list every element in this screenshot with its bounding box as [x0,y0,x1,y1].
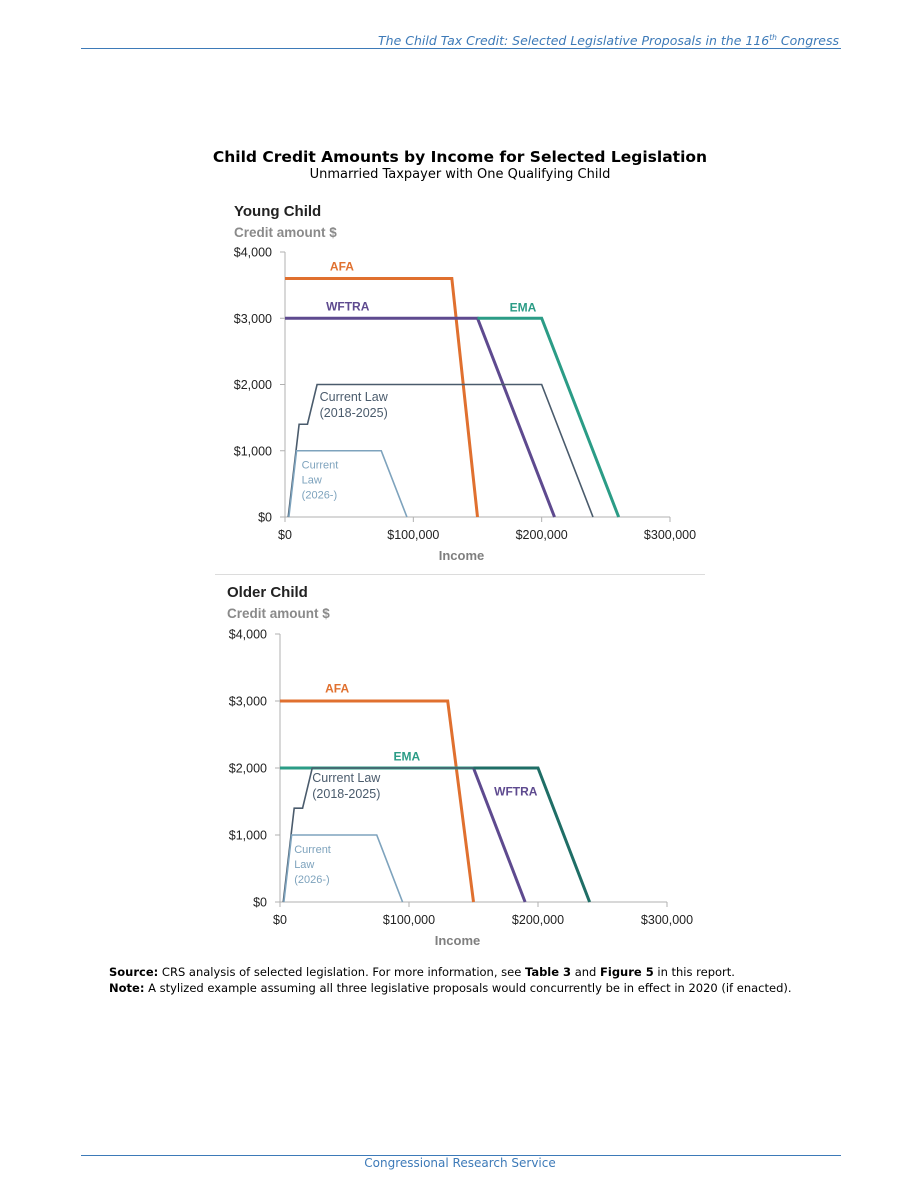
series-line-ema-wftra [473,766,591,903]
series-label-current-law-2026: Law [302,475,322,487]
source-and: and [571,965,601,979]
series-label-afa: AFA [330,260,354,274]
series-label-current-law-2018-2025: Current Law [320,390,389,404]
x-tick-label: $300,000 [641,913,693,927]
series-line-ema [477,316,621,518]
series-label-current-law-2026: Current [302,460,339,472]
y-tick-label: $3,000 [234,312,272,326]
note-label: Note: [109,981,145,995]
chart-divider [215,574,705,575]
source-table-ref: Table 3 [524,965,572,979]
footer-text: Congressional Research Service [364,1156,556,1170]
y-tick-label: $2,000 [229,762,267,776]
y-tick-label: $4,000 [229,628,267,642]
figure-subtitle: Unmarried Taxpayer with One Qualifying C… [309,167,611,182]
footer-rule [81,1155,841,1156]
source-label: Source: [109,965,159,979]
series-line-current-law-2018-2025 [287,383,594,518]
y-axis-label: Credit amount $ [227,606,330,621]
older-child-chart: Older Child Credit amount $ $0 $1,000 $2,000… [227,584,693,948]
series-label-current-law-2026: Law [294,859,314,871]
running-header-sup: th [769,33,777,42]
y-tick-label: $1,000 [229,829,267,843]
figure-title: Child Credit Amounts by Income for Selec… [212,148,708,166]
y-tick-label: $4,000 [234,246,272,260]
source-text: CRS analysis of selected legislation. Fo… [158,965,525,979]
x-axis-label: Income [435,933,481,948]
series-label-current-law-2026: (2026-) [302,490,337,502]
figure-notes: Source: CRS analysis of selected legisla… [109,964,792,996]
series-line-current-law-2026 [288,449,408,518]
series-line-afa [285,277,479,518]
note-line: Note: A stylized example assuming all th… [109,980,792,996]
x-tick-label: $0 [278,528,292,542]
series-line-afa [280,699,475,903]
y-tick-label: $1,000 [234,444,272,458]
young-child-chart: Young Child Credit amount $ $0 $1,000 $2,000… [234,203,696,563]
y-tick-label: $3,000 [229,695,267,709]
x-tick-label: $300,000 [644,528,696,542]
source-text-end: in this report. [653,965,735,979]
header-rule [81,48,841,49]
series-label-wftra: WFTRA [494,784,538,798]
chart-title: Young Child [234,203,321,220]
series-label-afa: AFA [325,681,349,695]
series-label-current-law-2018-2025: Current Law [312,771,381,785]
y-axis-label: Credit amount $ [234,225,337,240]
series-label-current-law-2026: Current [294,844,331,856]
x-tick-label: $200,000 [516,528,568,542]
source-figure-ref: Figure 5 [600,965,654,979]
running-header-main: The Child Tax Credit: Selected Legislati… [378,33,770,49]
x-tick-label: $100,000 [383,913,435,927]
x-tick-label: $200,000 [512,913,564,927]
series-label-current-law-2018-2025: (2018-2025) [320,406,388,420]
x-tick-label: $0 [273,913,287,927]
x-axis-label: Income [439,548,485,563]
y-tick-label: $0 [253,896,267,910]
note-text: A stylized example assuming all three le… [144,981,792,995]
running-header: The Child Tax Credit: Selected Legislati… [378,33,839,48]
series-line-wftra [472,767,527,903]
series-label-ema: EMA [510,301,537,315]
series-label-ema: EMA [394,750,421,764]
y-tick-label: $0 [258,511,272,525]
chart-title: Older Child [227,584,308,601]
series-label-current-law-2026: (2026-) [294,874,329,886]
x-tick-label: $100,000 [387,528,439,542]
running-header-end: Congress [776,33,839,49]
source-line: Source: CRS analysis of selected legisla… [109,964,792,980]
y-tick-label: $2,000 [234,378,272,392]
series-line-current-law-2026 [283,834,404,903]
series-label-wftra: WFTRA [326,299,370,313]
series-label-current-law-2018-2025: (2018-2025) [312,787,380,801]
